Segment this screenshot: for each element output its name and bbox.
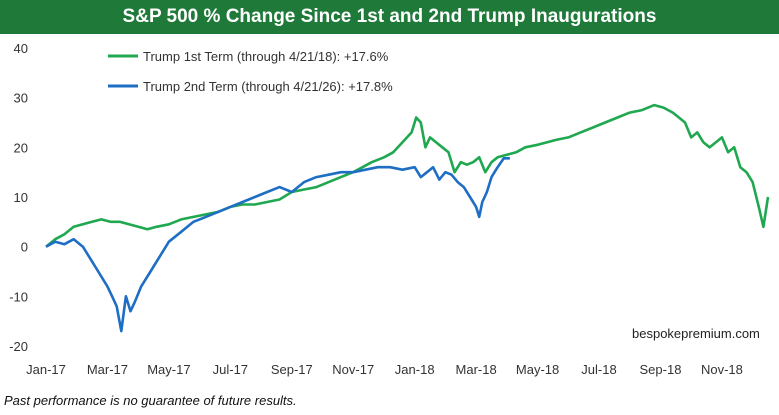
x-tick-label: Jan-18 <box>395 362 435 377</box>
x-tick-label: Sep-17 <box>271 362 313 377</box>
x-tick-label: Nov-18 <box>701 362 743 377</box>
y-tick-label: 40 <box>14 41 28 56</box>
y-tick-label: 30 <box>14 91 28 106</box>
y-tick-label: -20 <box>9 339 28 354</box>
legend-entry: Trump 1st Term (through 4/21/18): +17.6% <box>143 49 389 64</box>
y-tick-label: 0 <box>21 240 28 255</box>
series-line-second-term <box>45 157 510 333</box>
series-line-first-term <box>45 103 770 248</box>
legend: Trump 1st Term (through 4/21/18): +17.6%… <box>108 49 393 94</box>
y-axis: -20 -10 0 10 20 30 40 <box>9 41 28 354</box>
line-chart: -20 -10 0 10 20 30 40 Jan-17 Mar-17 May-17 Jul-17… <box>9 41 770 377</box>
watermark-text: bespokepremium.com <box>632 326 760 341</box>
y-tick-label: 20 <box>14 140 28 155</box>
x-axis: Jan-17 Mar-17 May-17 Jul-17 Sep-17 Nov-17 Jan-… <box>26 362 743 377</box>
x-tick-label: Jan-17 <box>26 362 66 377</box>
x-tick-label: May-18 <box>516 362 559 377</box>
x-tick-label: Jul-17 <box>213 362 248 377</box>
series-group <box>45 103 770 333</box>
y-tick-label: -10 <box>9 289 28 304</box>
x-tick-label: May-17 <box>147 362 190 377</box>
x-tick-label: Sep-18 <box>640 362 682 377</box>
chart-title: S&P 500 % Change Since 1st and 2nd Trump… <box>0 0 779 34</box>
x-tick-label: Nov-17 <box>332 362 374 377</box>
legend-entry: Trump 2nd Term (through 4/21/26): +17.8% <box>143 79 393 94</box>
x-tick-label: Mar-18 <box>456 362 497 377</box>
x-tick-label: Jul-18 <box>581 362 616 377</box>
y-tick-label: 10 <box>14 190 28 205</box>
x-tick-label: Mar-17 <box>87 362 128 377</box>
footnote: Past performance is no guarantee of futu… <box>4 393 297 408</box>
